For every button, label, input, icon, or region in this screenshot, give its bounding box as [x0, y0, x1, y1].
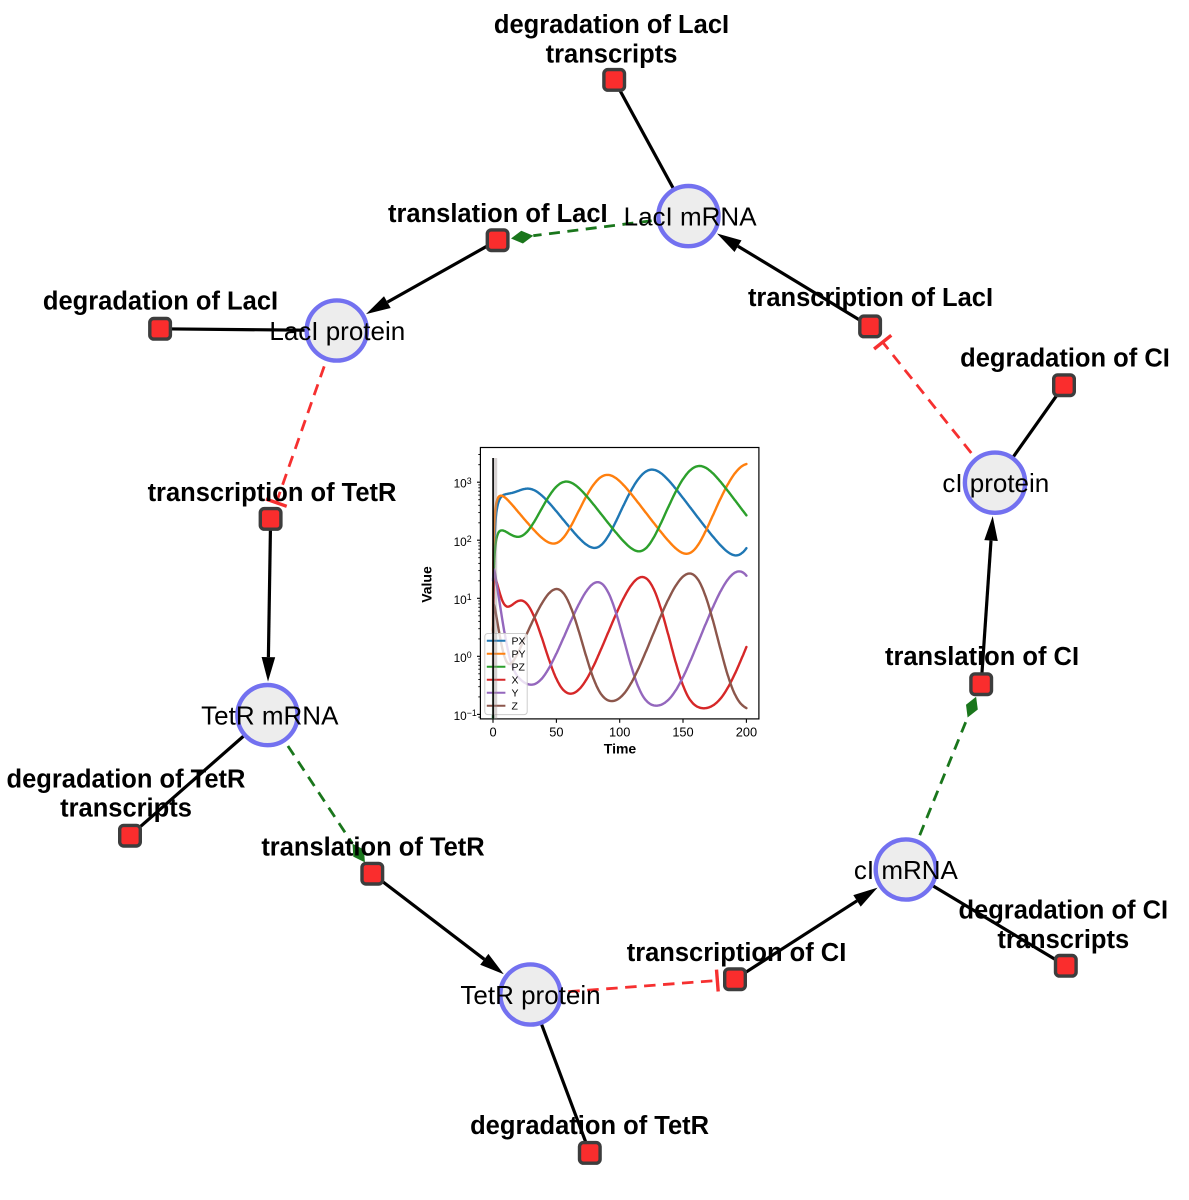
svg-text:50: 50 — [549, 724, 563, 739]
svg-text:PZ: PZ — [512, 662, 526, 674]
svg-text:degradation of TetR: degradation of TetR — [7, 766, 246, 794]
svg-text:translation of TetR: translation of TetR — [261, 833, 484, 861]
svg-text:degradation of LacI: degradation of LacI — [43, 288, 278, 316]
svg-text:LacI mRNA: LacI mRNA — [624, 201, 758, 231]
svg-text:degradation of CI: degradation of CI — [960, 345, 1170, 373]
svg-text:0: 0 — [489, 724, 496, 739]
svg-text:LacI protein: LacI protein — [269, 316, 405, 346]
svg-text:PX: PX — [512, 636, 526, 648]
svg-text:10: 10 — [454, 651, 468, 665]
svg-text:10: 10 — [454, 535, 468, 549]
svg-text:Value: Value — [419, 566, 435, 603]
svg-text:translation of CI: translation of CI — [885, 643, 1079, 671]
svg-text:degradation of TetR: degradation of TetR — [470, 1112, 709, 1140]
svg-text:PY: PY — [512, 649, 526, 661]
svg-text:cI protein: cI protein — [942, 468, 1049, 498]
svg-text:transcripts: transcripts — [546, 41, 678, 69]
svg-text:transcripts: transcripts — [60, 795, 192, 823]
svg-text:−1: −1 — [467, 708, 477, 718]
svg-text:10: 10 — [454, 593, 468, 607]
svg-text:0: 0 — [467, 650, 472, 660]
svg-text:150: 150 — [672, 724, 693, 739]
svg-text:10: 10 — [454, 477, 468, 491]
svg-text:3: 3 — [467, 476, 472, 486]
svg-text:Time: Time — [604, 741, 637, 757]
svg-text:cI mRNA: cI mRNA — [854, 855, 959, 885]
svg-text:200: 200 — [736, 724, 757, 739]
svg-text:Z: Z — [512, 700, 519, 712]
svg-text:transcripts: transcripts — [997, 926, 1129, 954]
svg-text:10: 10 — [454, 709, 468, 723]
svg-text:2: 2 — [467, 534, 472, 544]
svg-text:transcription of TetR: transcription of TetR — [148, 479, 397, 507]
svg-text:translation of LacI: translation of LacI — [388, 200, 608, 228]
svg-text:Y: Y — [512, 687, 519, 699]
svg-text:transcription of LacI: transcription of LacI — [748, 284, 993, 312]
svg-text:100: 100 — [609, 724, 630, 739]
svg-text:X: X — [512, 674, 519, 686]
svg-text:1: 1 — [467, 592, 472, 602]
svg-text:TetR protein: TetR protein — [460, 980, 600, 1010]
svg-text:transcription of CI: transcription of CI — [627, 939, 847, 967]
svg-text:degradation of LacI: degradation of LacI — [494, 11, 729, 39]
svg-text:degradation of CI: degradation of CI — [958, 896, 1168, 924]
svg-text:TetR mRNA: TetR mRNA — [201, 700, 339, 730]
